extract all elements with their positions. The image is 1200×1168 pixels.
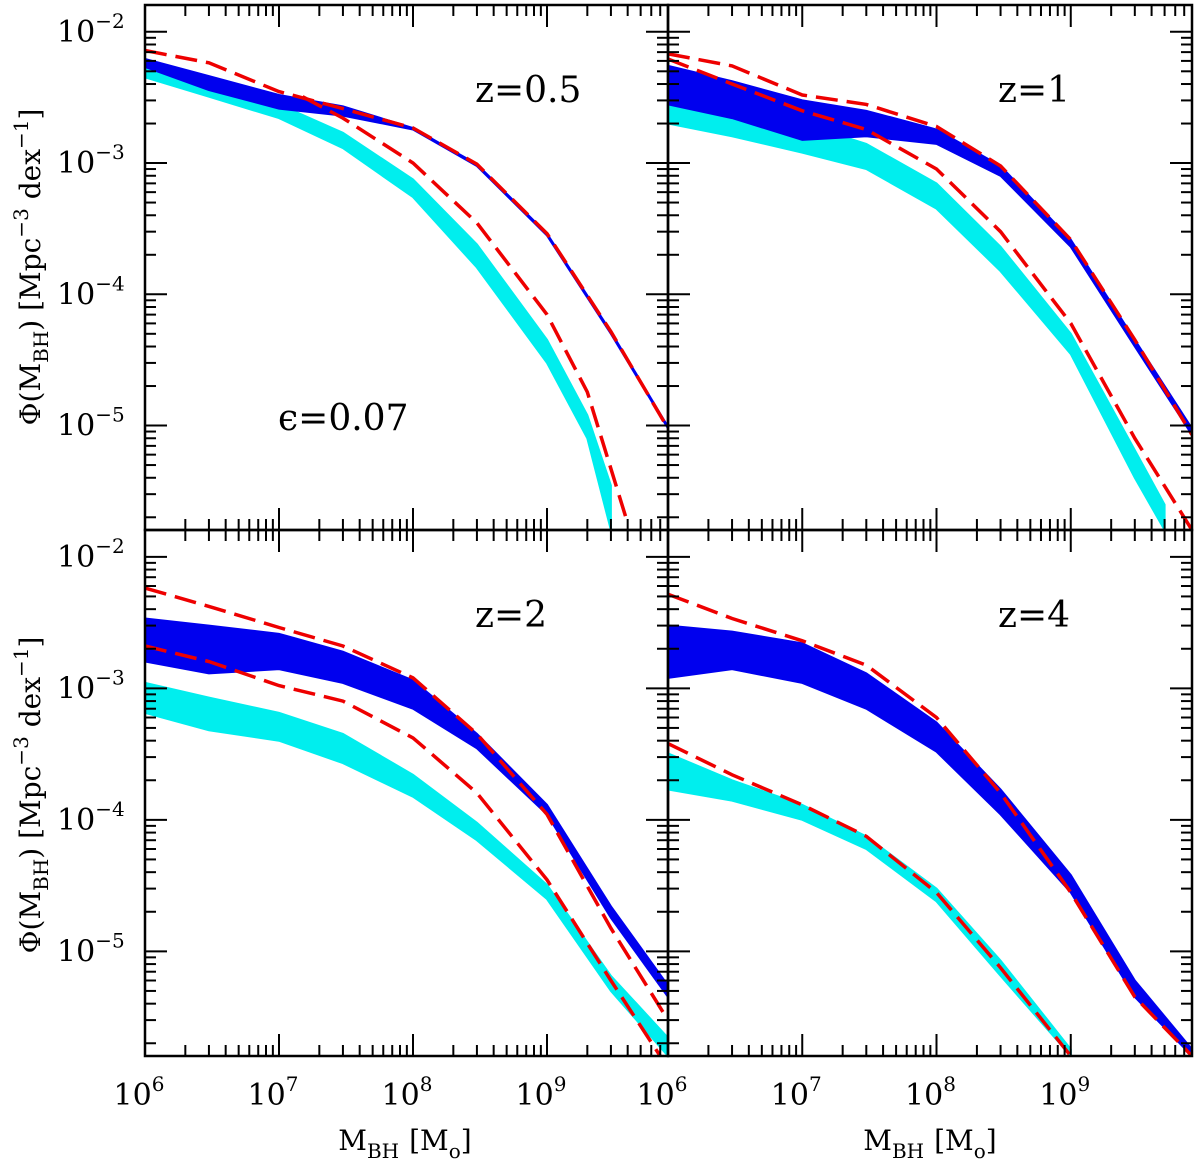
- x-tick-label: 107: [248, 1072, 299, 1113]
- x-axis-label-right: MBH [Mo]: [863, 1124, 996, 1163]
- plot-area: [145, 586, 668, 1056]
- upper-dashed-line: [145, 48, 668, 430]
- lower-dashed-line: [668, 57, 1192, 530]
- panel-redshift-label: z=4: [998, 595, 1070, 636]
- x-tick-label: 109: [1039, 1072, 1090, 1113]
- y-tick-label: 10−2: [57, 9, 125, 50]
- panel-redshift-label: z=0.5: [475, 70, 581, 111]
- x-tick-label: 107: [771, 1072, 822, 1113]
- x-tick-label: 108: [382, 1072, 433, 1113]
- dark-band-area: [145, 57, 668, 431]
- light-band-area: [668, 752, 1072, 1056]
- lower-dashed-line: [145, 644, 662, 1056]
- panel-3: 10−2 10−3 10−4 10−5 106 107 108 109 z=2: [57, 528, 670, 1113]
- light-band-area: [668, 95, 1166, 530]
- y-axis-label-bottom: Φ(MBH) [Mpc−3 dex−1]: [9, 637, 53, 954]
- x-tick-label: 106: [114, 1072, 165, 1113]
- panel-4: 106 107 108 109 z=4: [637, 528, 1194, 1113]
- upper-dashed-line: [668, 52, 1192, 436]
- y-tick-label: 10−4: [57, 271, 125, 312]
- lower-dashed-line: [301, 95, 630, 524]
- y-tick-label: 10−2: [57, 534, 125, 575]
- dark-band-area: [668, 64, 1192, 437]
- upper-dashed-line: [145, 586, 668, 1022]
- chart-panels: 10−210−310−410−5z=0.5ϵ=0.07z=110−210−310…: [57, 3, 1194, 1113]
- panel-redshift-label: z=2: [475, 595, 547, 636]
- lower-dashed-line: [668, 742, 1073, 1056]
- upper-dashed-line: [668, 592, 1192, 1056]
- y-axis-label-top: Φ(MBH) [Mpc−3 dex−1]: [9, 109, 53, 426]
- panel-redshift-label: z=1: [998, 70, 1070, 111]
- dark-band-area: [668, 624, 1192, 1056]
- panel-1: 10−2 10−3 10−4 10−5 z=0.5 ϵ=0.07: [57, 3, 670, 532]
- panel-2: z=1: [666, 3, 1194, 532]
- dark-band-area: [145, 617, 668, 999]
- y-tick-label: 10−4: [57, 797, 125, 838]
- y-tick-label: 10−3: [57, 140, 125, 181]
- light-band-area: [145, 68, 612, 530]
- panel-frame: [666, 3, 1194, 532]
- efficiency-annotation: ϵ=0.07: [278, 398, 408, 439]
- plot-area: [668, 592, 1192, 1056]
- y-tick-label: 10−3: [57, 665, 125, 706]
- x-tick-label: 106: [637, 1072, 688, 1113]
- y-tick-label: 10−5: [57, 928, 125, 969]
- x-tick-label: 108: [905, 1072, 956, 1113]
- x-tick-label: 109: [516, 1072, 567, 1113]
- y-tick-label: 10−5: [57, 403, 125, 444]
- plot-area: [668, 52, 1192, 530]
- light-band-area: [145, 681, 668, 1056]
- x-axis-label-left: MBH [Mo]: [338, 1124, 471, 1163]
- plot-area: [145, 48, 668, 530]
